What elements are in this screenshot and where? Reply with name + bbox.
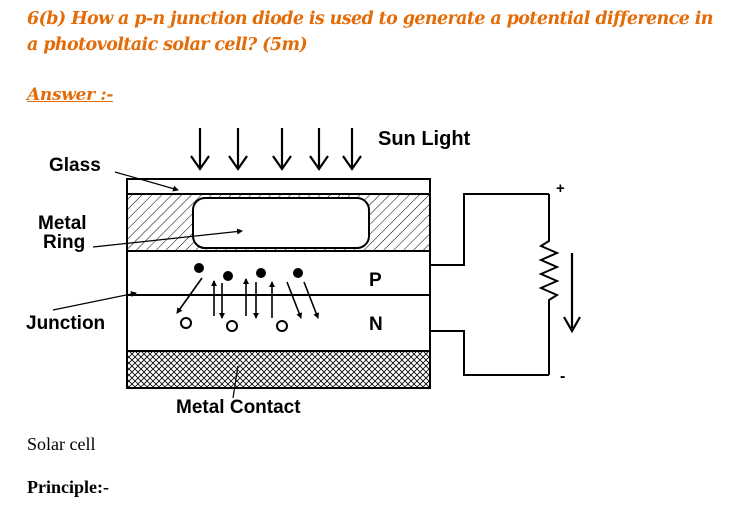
external-circuit <box>430 193 560 376</box>
sunlight-arrow <box>190 128 210 171</box>
junction-leader <box>52 291 137 311</box>
minus-terminal: - <box>560 368 565 385</box>
p-layer <box>126 250 431 296</box>
sunlight-arrow <box>272 128 292 171</box>
n-label: N <box>369 314 383 335</box>
sun-light-label: Sun Light <box>378 128 471 150</box>
p-label: P <box>369 270 382 291</box>
metal-ring-leader <box>92 228 243 248</box>
metal-contact-label: Metal Contact <box>176 397 301 418</box>
sunlight-arrow <box>309 128 329 171</box>
metal-ring-label-line2: Ring <box>43 232 85 253</box>
sunlight-arrow <box>342 128 362 171</box>
carrier-arrows <box>176 277 319 319</box>
ring-window <box>192 197 370 249</box>
metal-ring-label-line1: Metal <box>38 213 87 234</box>
glass-leader <box>114 171 179 192</box>
question-heading: 6(b) How a p-n junction diode is used to… <box>27 9 714 55</box>
sunlight-arrows <box>190 128 362 171</box>
electron <box>256 268 266 278</box>
current-direction-arrow <box>563 253 581 334</box>
charge-carriers <box>180 263 303 332</box>
diagram-caption: Solar cell <box>27 434 96 454</box>
hole <box>226 320 238 332</box>
junction-label: Junction <box>26 313 105 334</box>
metal-contact-layer <box>126 350 431 389</box>
glass-label: Glass <box>49 155 101 176</box>
glass-layer <box>126 178 431 195</box>
electron <box>223 271 233 281</box>
electron <box>194 263 204 273</box>
load-resistor <box>538 194 560 375</box>
answer-label: Answer :- <box>27 85 114 105</box>
principle-label: Principle:- <box>27 477 109 497</box>
electron <box>293 268 303 278</box>
metal-contact-leader <box>232 365 239 399</box>
sunlight-arrow <box>228 128 248 171</box>
plus-terminal: + <box>556 180 565 197</box>
hole <box>180 317 192 329</box>
hole <box>276 320 288 332</box>
